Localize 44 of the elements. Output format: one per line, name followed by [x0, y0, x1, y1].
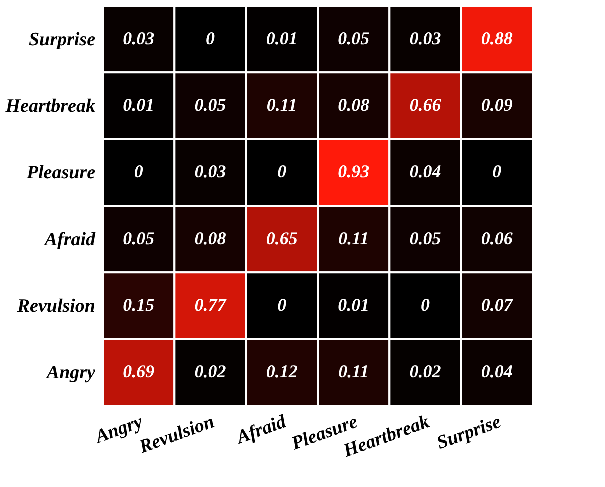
x-tick-label: Surprise — [434, 411, 505, 454]
data-label: 0.77 — [194, 295, 228, 315]
data-label: 0.02 — [194, 362, 226, 382]
data-label: 0.08 — [338, 95, 370, 115]
data-label: 0.07 — [481, 295, 514, 315]
data-label: 0.05 — [123, 228, 155, 248]
y-tick-label: Pleasure — [26, 162, 96, 184]
data-label: 0 — [278, 295, 287, 315]
data-label: 0.06 — [481, 228, 513, 248]
data-label: 0.11 — [338, 228, 370, 248]
data-label: 0.01 — [123, 95, 155, 115]
data-label: 0.04 — [410, 162, 442, 182]
data-label: 0.04 — [481, 362, 513, 382]
y-tick-label: Angry — [46, 362, 96, 384]
y-tick-label: Heartbreak — [4, 96, 96, 117]
data-label: 0.01 — [338, 295, 370, 315]
data-label: 0.09 — [481, 95, 513, 115]
data-label: 0 — [206, 28, 215, 48]
data-label: 0.12 — [266, 362, 298, 382]
data-label: 0.05 — [194, 95, 226, 115]
data-label: 0.11 — [266, 95, 298, 115]
data-label: 0.15 — [123, 295, 155, 315]
data-label: 0 — [492, 162, 502, 182]
y-tick-label: Surprise — [28, 29, 96, 50]
y-tick-label: Afraid — [44, 229, 96, 250]
data-label: 0.03 — [194, 162, 226, 182]
data-label: 0 — [278, 162, 287, 182]
y-tick-label: Revulsion — [16, 296, 96, 317]
data-label: 0.01 — [266, 28, 298, 48]
data-label: 0.05 — [338, 28, 370, 48]
data-label: 0.66 — [410, 95, 442, 115]
data-label: 0.65 — [266, 228, 298, 248]
data-label: 0.93 — [338, 162, 370, 182]
data-label: 0.03 — [410, 28, 442, 48]
data-label: 0.05 — [410, 228, 442, 248]
data-label: 0.03 — [123, 28, 155, 48]
data-label: 0 — [421, 295, 430, 315]
data-label: 0 — [134, 162, 144, 182]
data-label: 0.69 — [123, 362, 155, 382]
x-tick-label: Afraid — [233, 411, 290, 449]
data-label: 0.02 — [410, 362, 442, 382]
data-label: 0.08 — [194, 228, 226, 248]
data-label: 0.11 — [338, 362, 370, 382]
data-label: 0.88 — [481, 28, 513, 48]
